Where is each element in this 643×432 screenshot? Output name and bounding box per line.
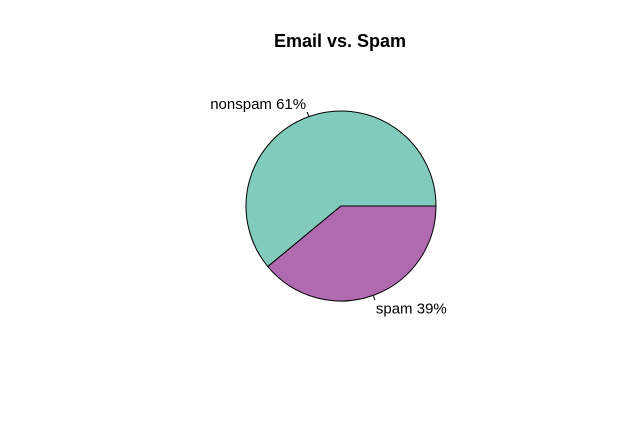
leader-line-nonspam — [306, 111, 310, 117]
label-leaders — [306, 111, 376, 301]
pie-slice-spam — [267, 205, 437, 302]
slice-label-nonspam: nonspam 61% — [210, 96, 306, 113]
slice-label-spam: spam 39% — [376, 300, 447, 317]
chart-title: Email vs. Spam — [274, 31, 406, 51]
slice-labels: nonspam 61% spam 39% — [210, 96, 447, 317]
leader-line-spam — [372, 295, 376, 301]
pie-slices — [245, 110, 437, 302]
pie-slice-nonspam — [245, 110, 437, 268]
